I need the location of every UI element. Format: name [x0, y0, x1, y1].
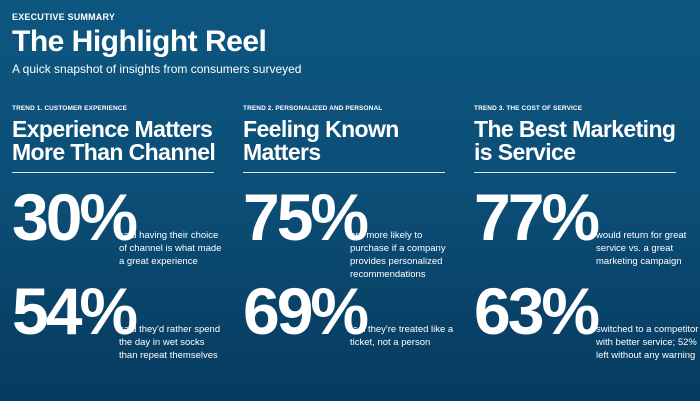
- stat-description-line: of channel is what made: [119, 243, 222, 254]
- stat-value: 69%: [243, 274, 369, 348]
- stat-description-line: are more likely to: [350, 230, 423, 241]
- stat-block: 54% said they'd rather spend the day in …: [12, 278, 224, 370]
- trend-title-line: Matters: [243, 139, 321, 165]
- stat-description-line: with better service; 52%: [596, 337, 697, 348]
- stat-value: 30%: [12, 180, 138, 254]
- divider: [243, 172, 445, 173]
- header: EXECUTIVE SUMMARY The Highlight Reel A q…: [12, 12, 301, 77]
- stat-description: are more likely to purchase if a company…: [350, 229, 460, 281]
- trend-label: TREND 1. CUSTOMER EXPERIENCE: [12, 105, 128, 112]
- stat-description-line: said having their choice: [119, 230, 219, 241]
- trend-title: The Best Marketing is Service: [474, 118, 686, 164]
- trend-title-line: is Service: [474, 139, 576, 165]
- stat-value: 77%: [474, 180, 600, 254]
- stat-description-line: the day in wet socks: [119, 337, 205, 348]
- stat-description-line: said they'd rather spend: [119, 324, 221, 335]
- stat-description: feel they're treated like a ticket, not …: [350, 323, 460, 349]
- divider: [474, 172, 676, 173]
- stat-description: said they'd rather spend the day in wet …: [119, 323, 229, 362]
- stat-block: 30% said having their choice of channel …: [12, 184, 224, 276]
- stat-description-line: left without any warning: [596, 350, 696, 361]
- stat-value: 54%: [12, 274, 138, 348]
- trend-title: Feeling Known Matters: [243, 118, 455, 164]
- eyebrow-label: EXECUTIVE SUMMARY: [12, 12, 116, 22]
- stat-description-line: service vs. a great: [596, 243, 674, 254]
- stat-value: 63%: [474, 274, 600, 348]
- trend-label: TREND 2. PERSONALIZED AND PERSONAL: [243, 105, 383, 112]
- stat-block: 77% would return for great service vs. a…: [474, 184, 686, 276]
- stat-description: would return for great service vs. a gre…: [596, 229, 700, 268]
- stat-description-line: recommendations: [350, 269, 426, 280]
- trend-title-line: Experience Matters: [12, 116, 213, 142]
- stat-block: 75% are more likely to purchase if a com…: [243, 180, 455, 280]
- divider: [12, 172, 214, 173]
- stat-description-line: would return for great: [596, 230, 687, 241]
- stat-description-line: than repeat themselves: [119, 350, 218, 361]
- stat-description-line: marketing campaign: [596, 256, 682, 267]
- page-title: The Highlight Reel: [12, 25, 267, 58]
- page-subtitle: A quick snapshot of insights from consum…: [12, 62, 302, 76]
- trend-title-line: The Best Marketing: [474, 116, 676, 142]
- trend-column-personalized: TREND 2. PERSONALIZED AND PERSONAL Feeli…: [243, 105, 455, 370]
- stat-value: 75%: [243, 180, 369, 254]
- stat-block: 69% feel they're treated like a ticket, …: [243, 278, 455, 370]
- stat-description: switched to a competitor with better ser…: [596, 323, 700, 362]
- stat-description-line: ticket, not a person: [350, 337, 431, 348]
- trend-title-line: Feeling Known: [243, 116, 399, 142]
- trend-column-customer-experience: TREND 1. CUSTOMER EXPERIENCE Experience …: [12, 105, 224, 370]
- stat-description-line: a great experience: [119, 256, 198, 267]
- trend-label: TREND 3. THE COST OF SERVICE: [474, 105, 583, 112]
- trend-column-cost-of-service: TREND 3. THE COST OF SERVICE The Best Ma…: [474, 105, 698, 370]
- stat-block: 63% switched to a competitor with better…: [474, 274, 698, 370]
- stat-description-line: feel they're treated like a: [350, 324, 454, 335]
- stat-description-line: switched to a competitor: [596, 324, 699, 335]
- stat-description-line: provides personalized: [350, 256, 443, 267]
- stat-description-line: purchase if a company: [350, 243, 446, 254]
- trend-title-line: More Than Channel: [12, 139, 216, 165]
- stat-description: said having their choice of channel is w…: [119, 229, 229, 268]
- trend-title: Experience Matters More Than Channel: [12, 118, 224, 164]
